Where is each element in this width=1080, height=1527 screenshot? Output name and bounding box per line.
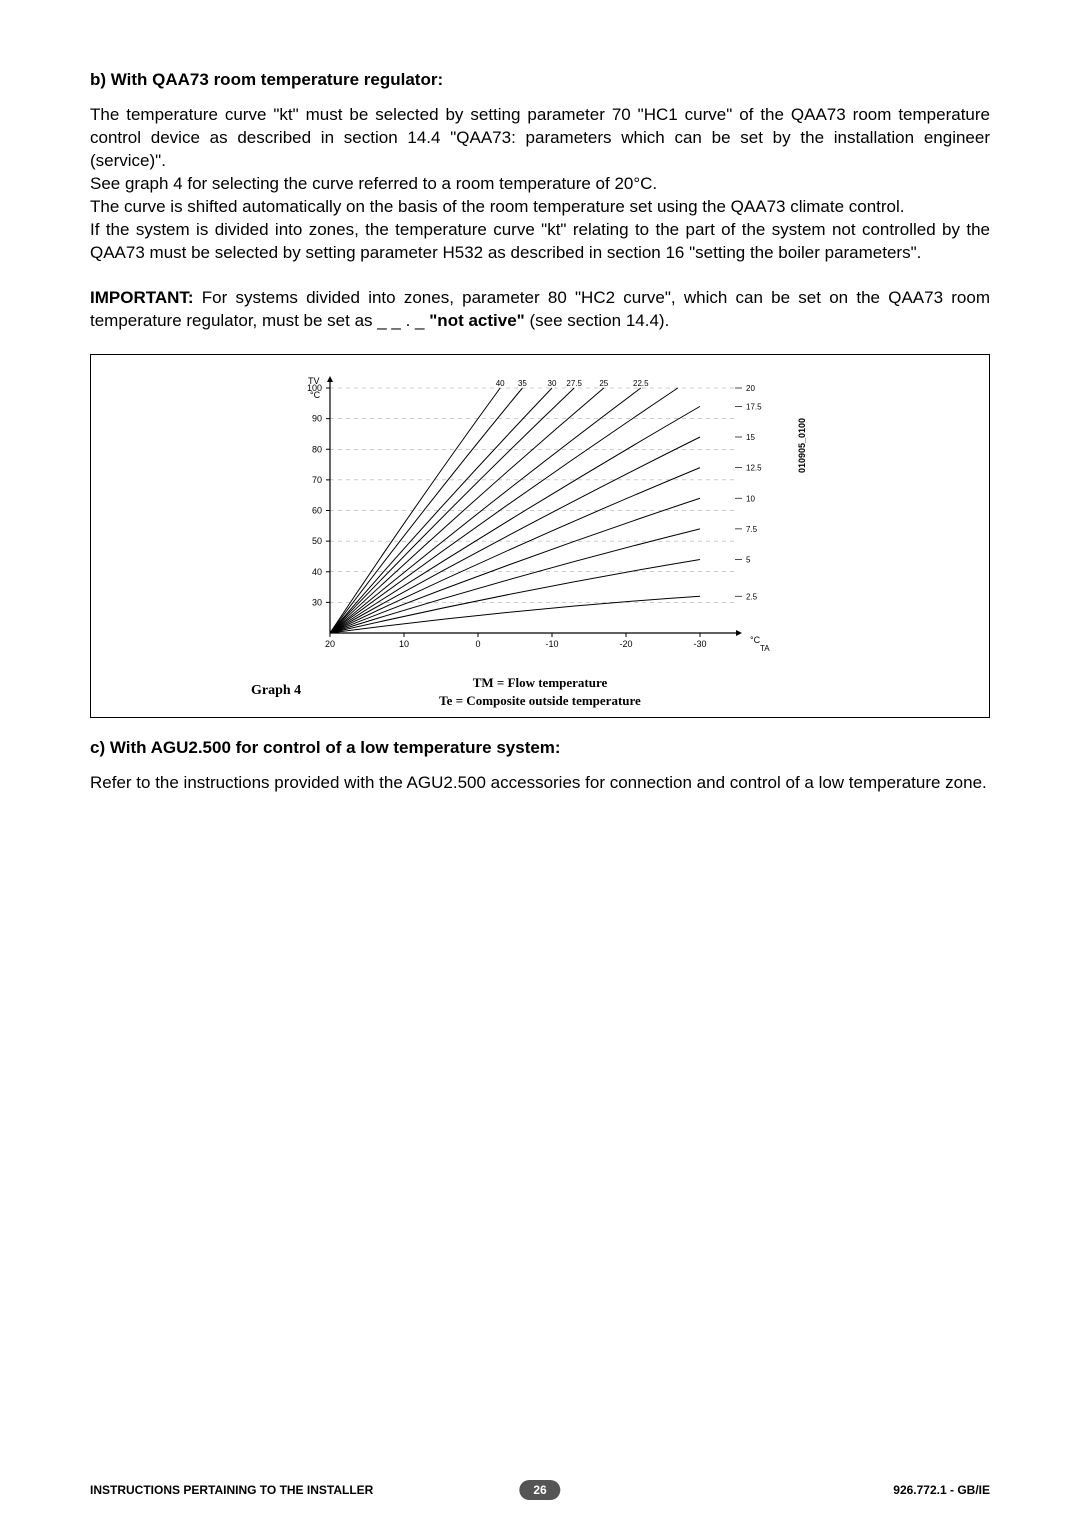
svg-text:60: 60 [312,506,322,516]
footer-left: INSTRUCTIONS PERTAINING TO THE INSTALLER [90,1483,373,1497]
svg-text:30: 30 [548,379,557,388]
svg-text:010905_0100: 010905_0100 [797,418,807,473]
svg-text:TV: TV [308,376,320,386]
svg-text:-30: -30 [693,639,706,649]
svg-text:90: 90 [312,414,322,424]
svg-text:80: 80 [312,445,322,455]
kt-curve-chart: 20100-10-20-3030405060708090100TV°C°CTA4… [260,363,820,673]
svg-text:-10: -10 [545,639,558,649]
footer-right: 926.772.1 - GB/IE [893,1483,990,1497]
svg-text:°C: °C [310,390,321,400]
svg-text:35: 35 [518,379,527,388]
svg-text:10: 10 [746,495,755,504]
svg-text:40: 40 [496,379,505,388]
svg-text:20: 20 [325,639,335,649]
svg-text:15: 15 [746,433,755,442]
section-b-p1: The temperature curve "kt" must be selec… [90,104,990,173]
section-c-p1: Refer to the instructions provided with … [90,772,990,795]
svg-text:70: 70 [312,475,322,485]
svg-text:°C: °C [750,635,761,645]
page-number: 26 [519,1480,560,1500]
section-b: b) With QAA73 room temperature regulator… [90,70,990,265]
svg-text:7.5: 7.5 [746,525,758,534]
important-label: IMPORTANT: [90,288,194,307]
section-b-p3: The curve is shifted automatically on th… [90,196,990,219]
chart-caption-2: Te = Composite outside temperature [91,693,989,709]
graph-label: Graph 4 [251,683,301,699]
svg-text:40: 40 [312,567,322,577]
section-c-heading: c) With AGU2.500 for control of a low te… [90,738,990,758]
important-bold: "not active" [429,311,524,330]
svg-text:2.5: 2.5 [746,593,758,602]
section-b-heading: b) With QAA73 room temperature regulator… [90,70,990,90]
important-text: IMPORTANT: For systems divided into zone… [90,287,990,333]
important-after: (see section 14.4). [525,311,670,330]
svg-text:5: 5 [746,556,751,565]
chart-caption-1: TM = Flow temperature [91,675,989,691]
svg-text:12.5: 12.5 [746,464,762,473]
chart-inner: 20100-10-20-3030405060708090100TV°C°CTA4… [91,363,989,673]
important-block: IMPORTANT: For systems divided into zone… [90,287,990,333]
section-b-p4: If the system is divided into zones, the… [90,219,990,265]
svg-text:22.5: 22.5 [633,379,649,388]
svg-text:-20: -20 [619,639,632,649]
svg-text:17.5: 17.5 [746,403,762,412]
page-footer: INSTRUCTIONS PERTAINING TO THE INSTALLER… [90,1483,990,1497]
svg-text:25: 25 [599,379,608,388]
svg-text:20: 20 [746,384,755,393]
svg-text:0: 0 [475,639,480,649]
svg-text:10: 10 [399,639,409,649]
chart-container: 20100-10-20-3030405060708090100TV°C°CTA4… [90,354,990,718]
section-b-p2: See graph 4 for selecting the curve refe… [90,173,990,196]
svg-text:TA: TA [760,644,770,653]
svg-text:50: 50 [312,537,322,547]
svg-text:27.5: 27.5 [566,379,582,388]
section-c: c) With AGU2.500 for control of a low te… [90,738,990,795]
svg-text:30: 30 [312,598,322,608]
